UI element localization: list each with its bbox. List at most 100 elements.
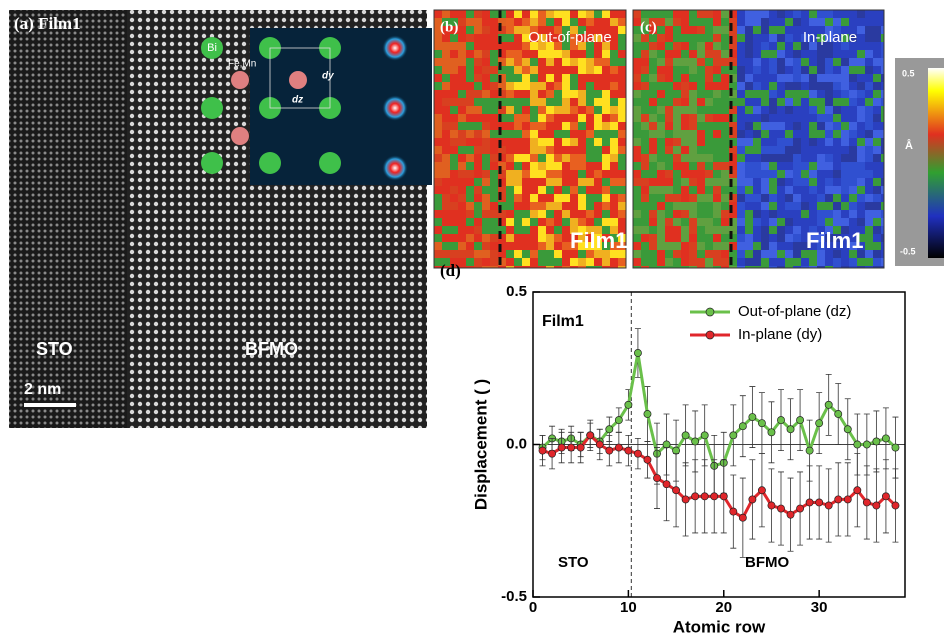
heatmap-cell <box>434 10 442 18</box>
heatmap-cell <box>434 202 442 210</box>
heatmap-cell <box>578 234 586 242</box>
heatmap-cell <box>665 258 673 266</box>
heatmap-cell <box>562 26 570 34</box>
heatmap-cell <box>498 50 506 58</box>
heatmap-cell <box>665 210 673 218</box>
heatmap-cell <box>602 10 610 18</box>
heatmap-cell <box>594 122 602 130</box>
heatmap-cell <box>833 178 841 186</box>
heatmap-cell <box>825 250 833 258</box>
heatmap-cell <box>482 42 490 50</box>
heatmap-cell <box>713 66 721 74</box>
heatmap-cell <box>681 234 689 242</box>
heatmap-cell <box>745 258 753 266</box>
heatmap-cell <box>801 106 809 114</box>
heatmap-cell <box>833 242 841 250</box>
heatmap-cell <box>713 122 721 130</box>
heatmap-cell <box>434 34 442 42</box>
heatmap-cell <box>841 122 849 130</box>
heatmap-cell <box>881 234 884 242</box>
heatmap-cell <box>689 202 697 210</box>
heatmap-cell <box>697 210 705 218</box>
heatmap-cell <box>546 42 554 50</box>
heatmap-cell <box>641 250 649 258</box>
heatmap-cell <box>458 178 466 186</box>
heatmap-cell <box>713 106 721 114</box>
heatmap-cell <box>785 162 793 170</box>
heatmap-cell <box>546 234 554 242</box>
heatmap-cell <box>841 170 849 178</box>
heatmap-cell <box>538 10 546 18</box>
heatmap-cell <box>530 50 538 58</box>
heatmap-cell <box>506 66 514 74</box>
heatmap-cell <box>881 242 884 250</box>
heatmap-cell <box>729 170 737 178</box>
heatmap-cell <box>450 122 458 130</box>
marker <box>738 513 747 522</box>
heatmap-cell <box>673 218 681 226</box>
heatmap-cell <box>809 162 817 170</box>
heatmap-cell <box>873 58 881 66</box>
heatmap-cell <box>753 10 761 18</box>
heatmap-cell <box>649 162 657 170</box>
heatmap-cell <box>817 234 825 242</box>
heatmap-cell <box>705 50 713 58</box>
heatmap-cell <box>482 218 490 226</box>
heatmap-cell <box>857 122 865 130</box>
heatmap-cell <box>769 146 777 154</box>
heatmap-cell <box>713 226 721 234</box>
heatmap-cell <box>849 218 857 226</box>
marker <box>777 416 785 425</box>
heatmap-cell <box>506 138 514 146</box>
heatmap-cell <box>745 66 753 74</box>
heatmap-cell <box>865 66 873 74</box>
heatmap-cell <box>562 18 570 26</box>
heatmap-cell <box>506 42 514 50</box>
heatmap-cell <box>657 162 665 170</box>
heatmap-cell <box>546 178 554 186</box>
heatmap-cell <box>841 58 849 66</box>
heatmap-cell <box>562 258 570 266</box>
heatmap-cell <box>546 250 554 258</box>
heatmap-cell <box>633 18 641 26</box>
heatmap-cell <box>506 18 514 26</box>
marker <box>862 440 871 449</box>
heatmap-cell <box>618 250 626 258</box>
heatmap-cell <box>785 74 793 82</box>
heatmap-cell <box>833 194 841 202</box>
heatmap-cell <box>769 202 777 210</box>
heatmap-cell <box>849 58 857 66</box>
heatmap-cell <box>602 210 610 218</box>
heatmap-cell <box>610 266 618 268</box>
heatmap-cell <box>530 106 538 114</box>
heatmap-cell <box>610 34 618 42</box>
heatmap-cell <box>641 114 649 122</box>
heatmap-cell <box>530 202 538 210</box>
heatmap-cell <box>442 26 450 34</box>
x-axis-label: Atomic row <box>673 617 766 636</box>
heatmap-cell <box>697 154 705 162</box>
heatmap-cell <box>713 98 721 106</box>
heatmap-cell <box>713 82 721 90</box>
heatmap-cell <box>570 226 578 234</box>
heatmap-cell <box>881 98 884 106</box>
heatmap-cell <box>729 74 737 82</box>
heatmap-cell <box>594 138 602 146</box>
heatmap-cell <box>777 218 785 226</box>
heatmap-cell <box>817 90 825 98</box>
heatmap-cell <box>498 210 506 218</box>
heatmap-cell <box>434 130 442 138</box>
heatmap-cell <box>498 138 506 146</box>
heatmap-cell <box>785 234 793 242</box>
heatmap-cell <box>817 130 825 138</box>
heatmap-cell <box>546 18 554 26</box>
heatmap-cell <box>689 58 697 66</box>
heatmap-cell <box>873 74 881 82</box>
heatmap-cell <box>777 42 785 50</box>
heatmap-cell <box>761 162 769 170</box>
heatmap-cell <box>873 10 881 18</box>
heatmap-cell <box>633 130 641 138</box>
heatmap-cell <box>721 266 729 268</box>
heatmap-cell <box>825 66 833 74</box>
heatmap-cell <box>610 42 618 50</box>
